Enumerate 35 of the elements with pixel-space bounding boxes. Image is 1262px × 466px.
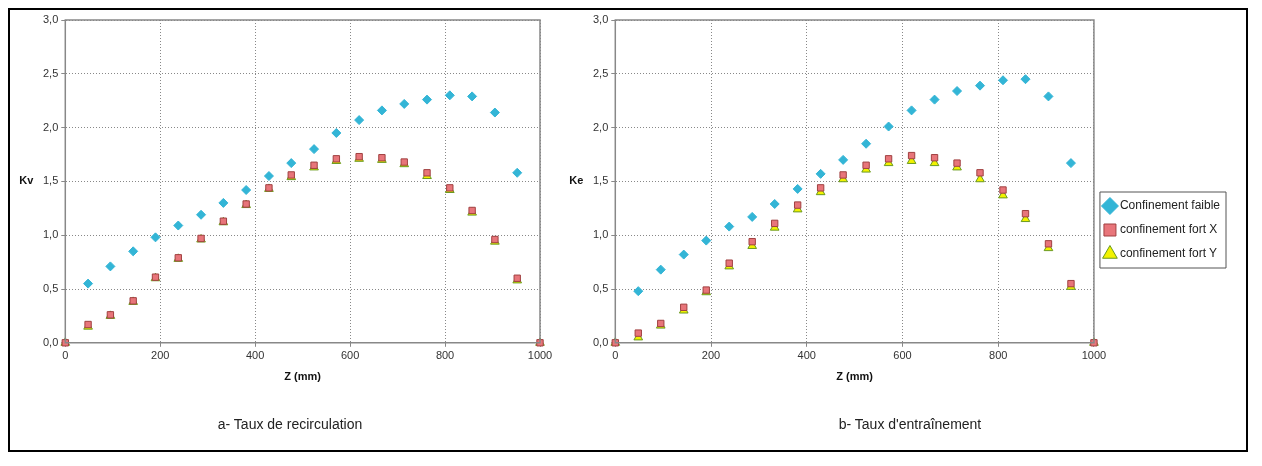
y-tick-label: 1,5: [592, 174, 609, 187]
x-tick-label: 1000: [527, 349, 553, 362]
x-tick-label: 800: [435, 349, 455, 362]
y-tick-label: 2,0: [592, 120, 609, 133]
x-tick-label: 1000: [1081, 349, 1107, 362]
y-tick-label: 2,5: [592, 66, 609, 79]
text: a- Taux de recirculation: [217, 416, 363, 433]
x-tick-label: 200: [701, 349, 721, 362]
x-axis-title: Z (mm): [284, 369, 322, 382]
y-tick-label: 0,0: [592, 335, 609, 348]
text: b- Taux d'entraînement: [838, 416, 982, 433]
y-axis-title: Kv: [19, 174, 35, 187]
y-tick-label: 2,0: [42, 120, 59, 133]
x-tick-label: 200: [151, 349, 170, 362]
y-tick-label: 0,5: [592, 282, 609, 295]
y-tick-label: 3,0: [592, 13, 609, 26]
y-tick-label: 2,5: [42, 66, 59, 79]
x-tick-label: 0: [62, 349, 69, 362]
x-tick-label: 400: [246, 349, 265, 362]
x-tick-label: 600: [893, 349, 912, 362]
legend-label: confinement fort X: [1119, 222, 1218, 237]
y-axis-title: Ke: [569, 174, 584, 187]
y-tick-label: 1,0: [592, 228, 609, 241]
legend-label: confinement fort Y: [1119, 246, 1218, 261]
y-tick-label: 0,5: [42, 282, 59, 295]
y-tick-label: 0,0: [42, 335, 59, 348]
y-tick-label: 1,0: [42, 228, 59, 241]
x-tick-label: 600: [340, 349, 360, 362]
x-tick-label: 0: [612, 349, 619, 362]
legend-label: Confinement faible: [1119, 198, 1221, 213]
y-tick-label: 3,0: [42, 13, 59, 26]
x-tick-label: 800: [989, 349, 1008, 362]
x-axis-title: Z (mm): [836, 369, 874, 382]
y-tick-label: 1,5: [42, 174, 59, 187]
x-tick-label: 400: [797, 349, 816, 362]
